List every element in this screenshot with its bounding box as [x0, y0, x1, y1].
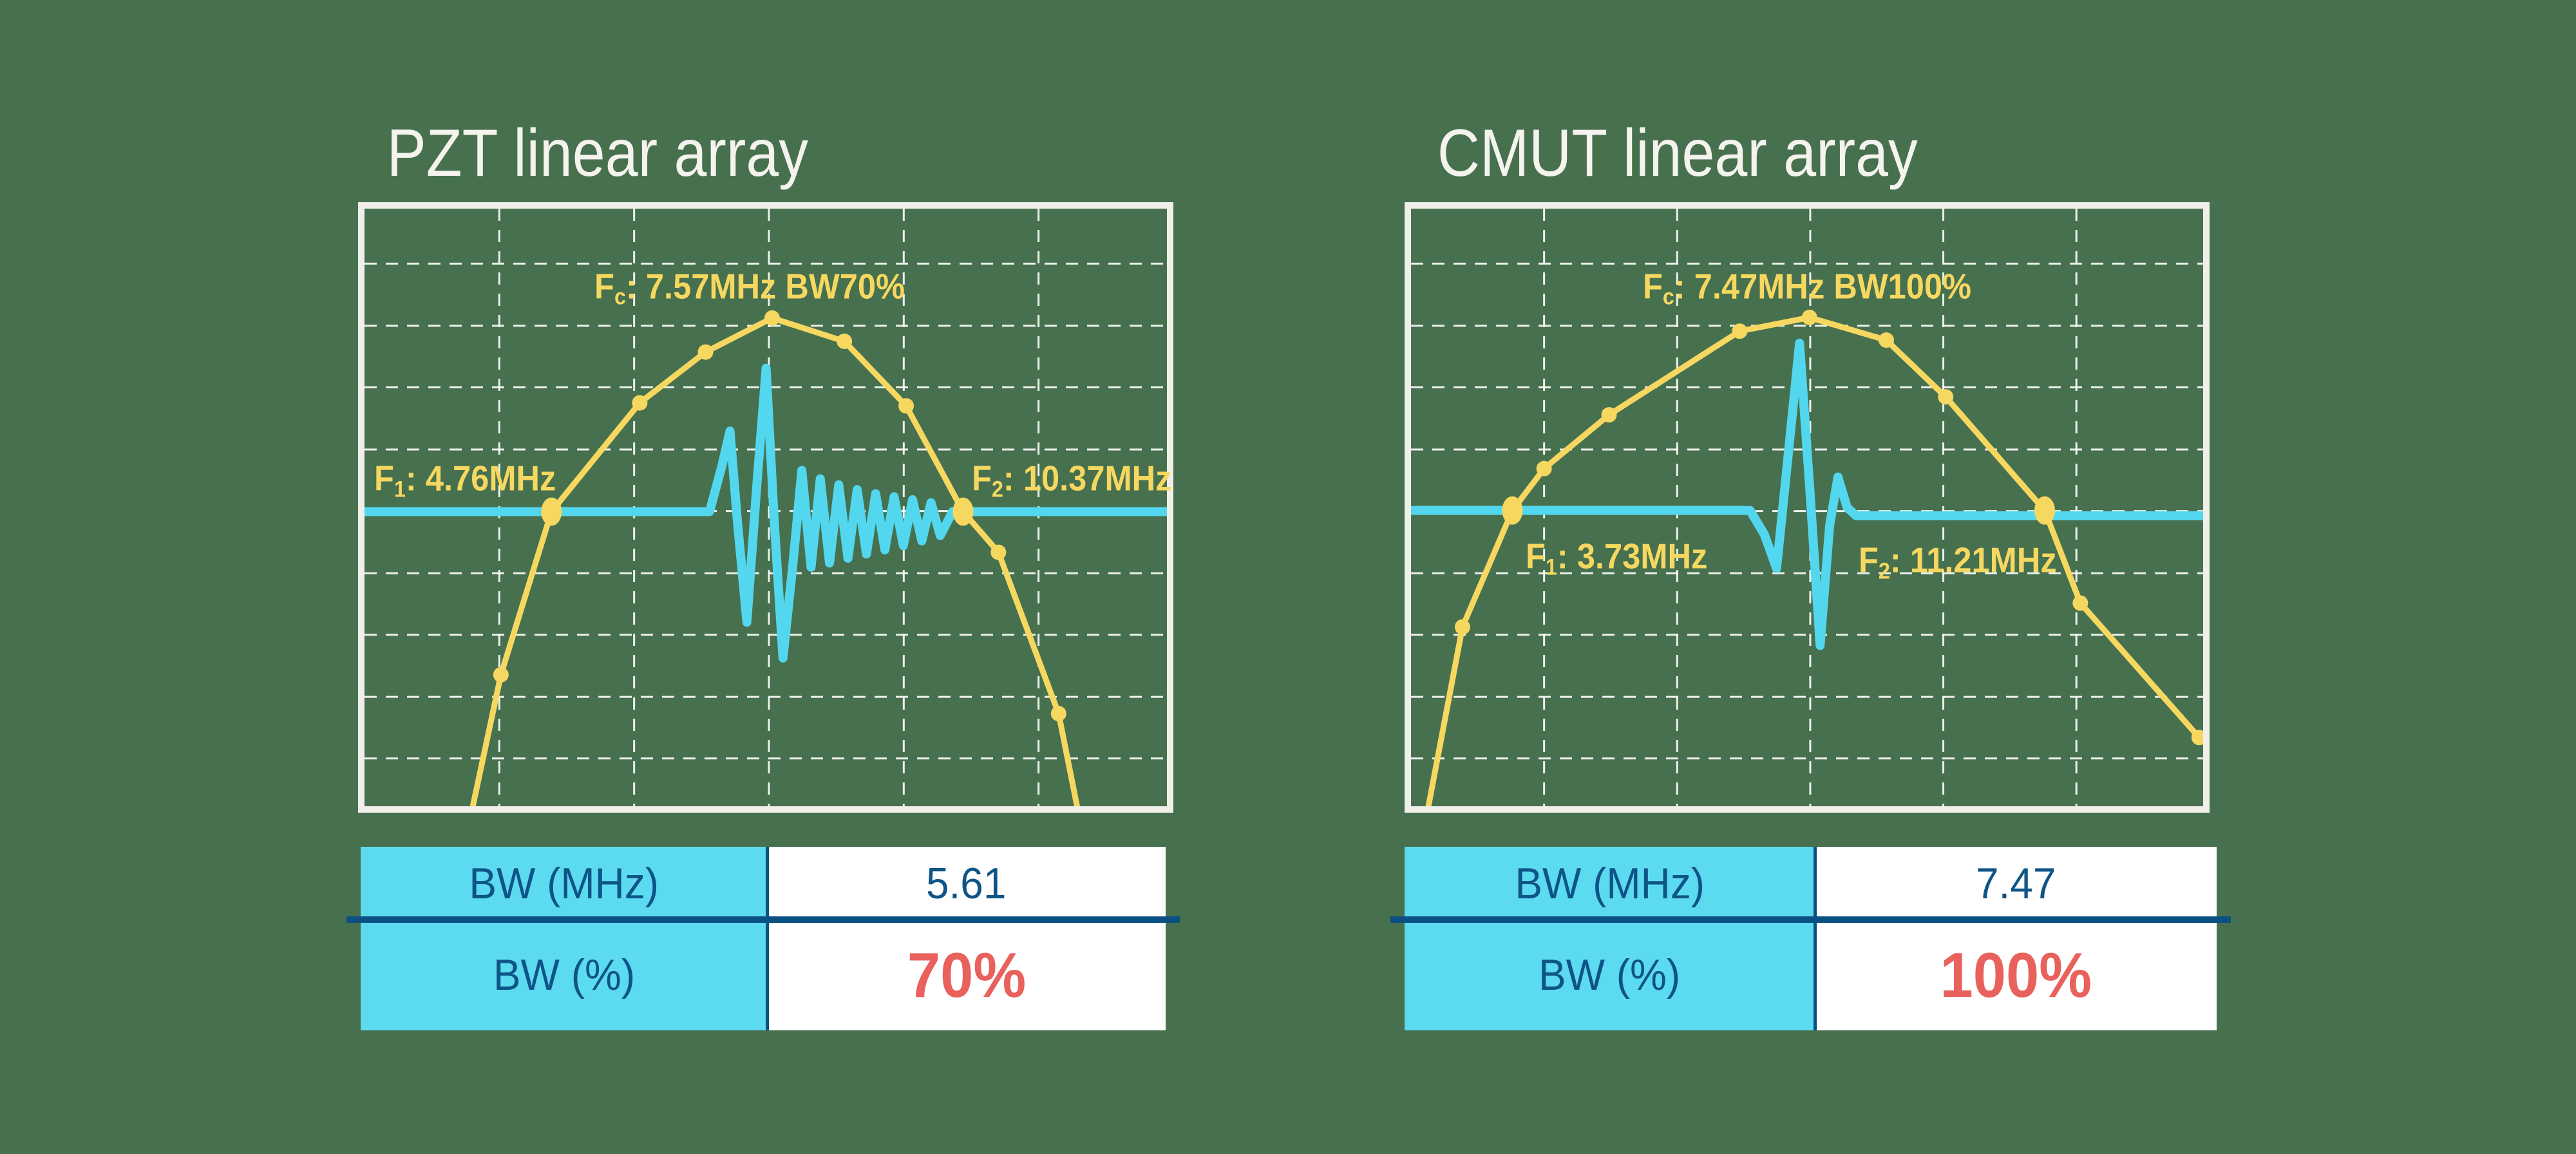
table-column-divider [766, 847, 770, 1030]
cmut-bw-mhz-value-cell: 7.47 [1814, 847, 2217, 920]
table-row-divider [1390, 916, 2231, 923]
cmut-title-text: CMUT linear array [1437, 116, 1918, 191]
table-column-divider [1813, 847, 1817, 1030]
cmut-f2-annotation: F2: 11.21MHz [1858, 540, 2057, 583]
cmut-fc-annotation: Fc: 7.47MHz BW100% [1642, 266, 1972, 310]
cmut-f1-annotation: F1: 3.73MHz [1526, 536, 1708, 580]
cmut-chart-canvas [1411, 209, 2203, 806]
pzt-panel-title: PZT linear array [358, 115, 1173, 192]
pzt-chart-canvas [365, 209, 1167, 806]
pzt-title-text: PZT linear array [386, 116, 809, 191]
pzt-fc-annotation: Fc: 7.57MHz BW70% [594, 266, 905, 310]
pzt-bw-mhz-label-cell: BW (MHz) [361, 847, 768, 920]
cmut-panel-title: CMUT linear array [1405, 115, 2210, 192]
cmut-bw-pct-value-cell: 100% [1814, 920, 2217, 1030]
cmut-bw-table: BW (MHz) 7.47 BW (%) 100% [1390, 847, 2231, 1030]
pzt-f1-annotation: F1: 4.76MHz [374, 458, 556, 502]
pzt-chart: Fc: 7.57MHz BW70% F1: 4.76MHz F2: 10.37M… [358, 202, 1173, 813]
table-row: BW (%) 100% [1405, 920, 2217, 1030]
cmut-bw-pct-label-cell: BW (%) [1405, 920, 1815, 1030]
pzt-bw-table: BW (MHz) 5.61 BW (%) 70% [346, 847, 1180, 1030]
table-row-divider [346, 916, 1180, 923]
pzt-bw-pct-label-cell: BW (%) [361, 920, 768, 1030]
table-row: BW (MHz) 7.47 [1405, 847, 2217, 920]
table-row: BW (MHz) 5.61 [361, 847, 1166, 920]
cmut-chart: Fc: 7.47MHz BW100% F1: 3.73MHz F2: 11.21… [1405, 202, 2210, 813]
pzt-bw-pct-value-cell: 70% [767, 920, 1166, 1030]
pzt-f2-annotation: F2: 10.37MHz [972, 458, 1172, 502]
table-row: BW (%) 70% [361, 920, 1166, 1030]
cmut-bw-mhz-label-cell: BW (MHz) [1405, 847, 1815, 920]
pzt-bw-mhz-value-cell: 5.61 [767, 847, 1166, 920]
